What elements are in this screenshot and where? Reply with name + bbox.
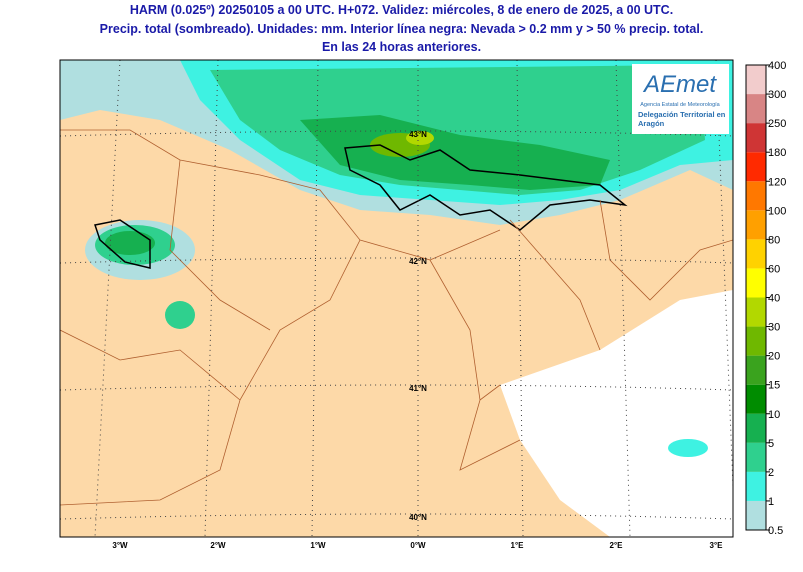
colorbar-segment xyxy=(746,268,766,298)
precip-area xyxy=(406,131,434,145)
colorbar-segment xyxy=(746,65,766,95)
colorbar-segment xyxy=(746,355,766,385)
map-frame xyxy=(59,59,734,538)
colorbar-label: 1 xyxy=(768,496,774,508)
colorbar-segment xyxy=(746,384,766,414)
colorbar-label: 10 xyxy=(768,409,780,421)
lat-label: 41°N xyxy=(409,384,427,393)
precip-area xyxy=(165,301,195,329)
lat-label: 40°N xyxy=(409,513,427,522)
colorbar-label: 60 xyxy=(768,263,780,275)
colorbar-label: 180 xyxy=(768,147,786,159)
logo: AEmet Agencia Estatal de Meteorología De… xyxy=(632,64,729,134)
border xyxy=(60,129,733,506)
colorbar-label: 5 xyxy=(768,438,774,450)
lon-label: 3°W xyxy=(112,541,128,550)
lon-label: 1°E xyxy=(511,541,525,550)
colorbar-segment xyxy=(746,471,766,501)
colorbar-segment xyxy=(746,413,766,443)
lat-label: 42°N xyxy=(409,257,427,266)
logo-agency: Agencia Estatal de Meteorología xyxy=(640,102,720,108)
colorbar-segment xyxy=(746,210,766,240)
colorbar-segment xyxy=(746,297,766,327)
lon-label: 0°W xyxy=(410,541,426,550)
colorbar-label: 15 xyxy=(768,380,780,392)
precip-area xyxy=(300,115,610,190)
colorbar-label: 40 xyxy=(768,293,780,305)
snow-contour xyxy=(344,144,628,231)
colorbar-segment xyxy=(746,326,766,356)
map xyxy=(60,60,733,537)
title-line: Precip. total (sombreado). Unidades: mm.… xyxy=(99,22,704,36)
logo-box xyxy=(632,64,729,134)
snow-contour xyxy=(94,219,151,269)
colorbar-label: 30 xyxy=(768,322,780,334)
lon-label: 3°E xyxy=(710,541,724,550)
colorbar-segment xyxy=(746,152,766,182)
colorbar-segment xyxy=(746,442,766,472)
lon-label: 2°W xyxy=(210,541,226,550)
lat-label: 43°N xyxy=(409,130,427,139)
colorbar-segment xyxy=(746,94,766,124)
colorbar-label: 120 xyxy=(768,176,786,188)
graticule xyxy=(60,60,733,537)
sea xyxy=(500,290,733,537)
precip-area xyxy=(105,231,155,255)
precip-area xyxy=(668,439,708,457)
colorbar-label: 0.5 xyxy=(768,525,783,537)
colorbar-label: 2 xyxy=(768,467,774,479)
colorbar-label: 300 xyxy=(768,89,786,101)
title-line: En las 24 horas anteriores. xyxy=(321,40,482,54)
colorbar-segment xyxy=(746,123,766,153)
colorbar-segment xyxy=(746,500,766,530)
logo-brand: AEmet xyxy=(642,71,717,98)
colorbar-label: 80 xyxy=(768,234,780,246)
colorbar-label: 100 xyxy=(768,205,786,217)
lon-label: 2°E xyxy=(610,541,624,550)
title-line: HARM (0.025º) 20250105 a 00 UTC. H+072. … xyxy=(129,3,674,17)
colorbar-segment xyxy=(746,181,766,211)
colorbar-label: 400 xyxy=(768,60,786,72)
logo-office: Delegación Territorial en Aragón xyxy=(638,110,726,128)
colorbar-label: 20 xyxy=(768,351,780,363)
lon-label: 1°W xyxy=(310,541,326,550)
colorbar-label: 250 xyxy=(768,118,786,130)
colorbar-segment xyxy=(746,239,766,269)
